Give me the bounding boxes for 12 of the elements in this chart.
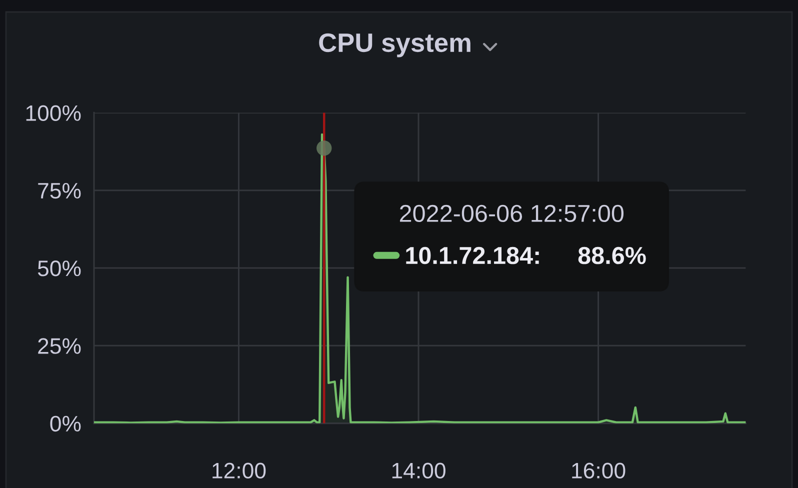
chart-title: CPU system xyxy=(319,33,470,58)
x-tick-label: 14:00 xyxy=(392,462,446,479)
y-tick-label: 0% xyxy=(50,416,81,432)
legend-title: 2022-06-06 12:57:00 xyxy=(400,204,624,222)
y-tick-label: 75% xyxy=(38,182,81,199)
y-tick-label: 25% xyxy=(38,338,81,354)
x-tick-label: 12:00 xyxy=(212,462,266,479)
y-tick-label: 100% xyxy=(26,105,81,121)
legend-label: 10.1.72.184: xyxy=(406,246,539,264)
annotation: 88.6% xyxy=(578,246,646,264)
x-tick-label: 16:00 xyxy=(572,462,626,479)
y-tick-label: 50% xyxy=(38,260,81,276)
